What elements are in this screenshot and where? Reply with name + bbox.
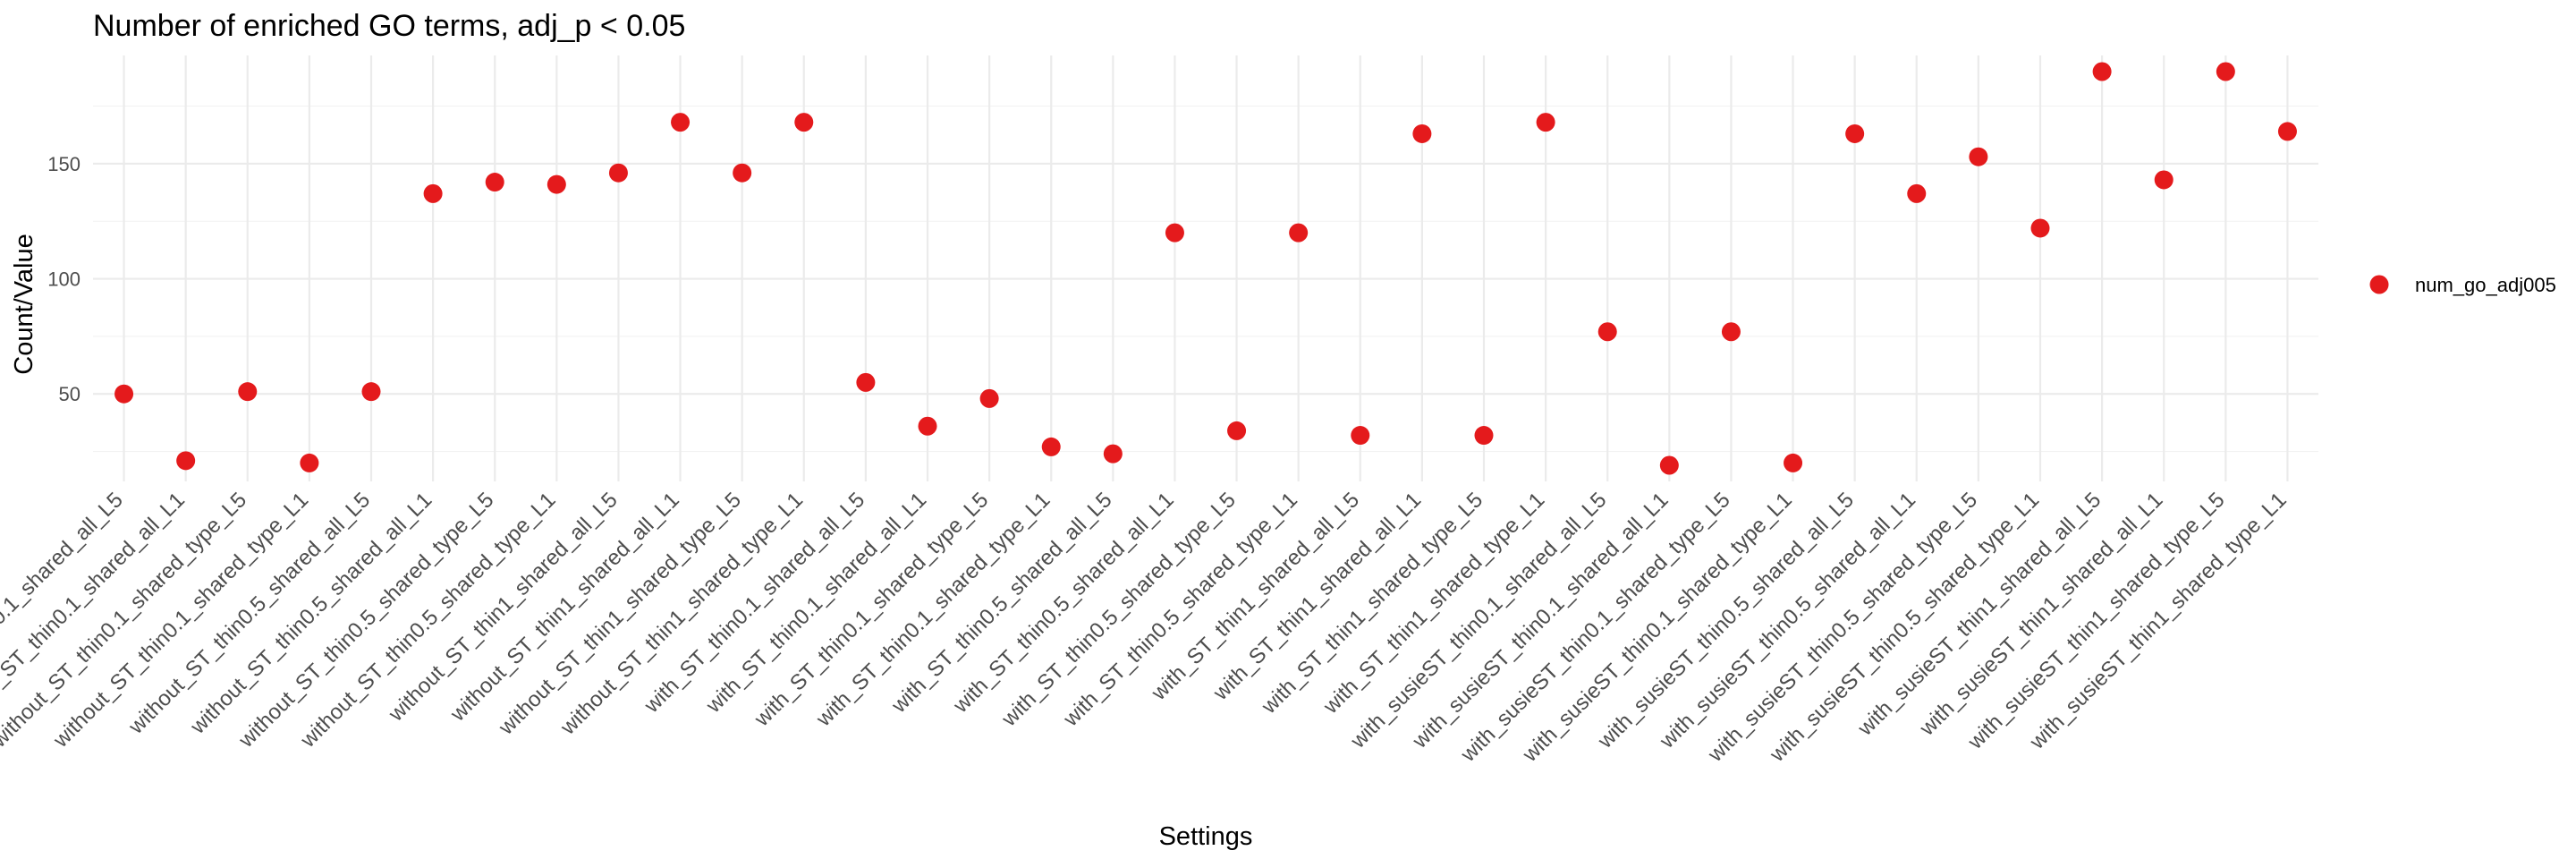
- x-axis-title: Settings: [1159, 822, 1253, 851]
- data-point: [856, 372, 876, 392]
- x-tick-label: with_ST_thin0.1_shared_all_L5: [640, 488, 870, 719]
- legend-key-num_go_adj005: [2369, 275, 2389, 294]
- data-point: [423, 183, 443, 203]
- x-tick-label: with_ST_thin0.1_shared_all_L1: [701, 488, 932, 719]
- x-tick-label: with_ST_thin1_shared_type_L5: [1257, 488, 1488, 719]
- x-axis-ticks: without_ST_thin0.1_shared_all_L5without_…: [0, 488, 2292, 767]
- data-point: [2092, 62, 2112, 81]
- data-point: [1907, 183, 1927, 203]
- data-point: [1474, 426, 1494, 446]
- data-point: [2030, 218, 2050, 238]
- data-point: [1103, 444, 1123, 464]
- data-point: [671, 113, 691, 132]
- data-point: [238, 382, 258, 402]
- data-point: [361, 382, 381, 402]
- data-point: [1845, 123, 1865, 143]
- data-point: [1412, 123, 1432, 143]
- data-point: [2277, 122, 2297, 141]
- y-axis-title: Count/Value: [10, 234, 38, 374]
- grid-lines: [93, 55, 2318, 481]
- x-tick-label: with_ST_thin0.5_shared_all_L5: [886, 488, 1117, 719]
- y-tick-label: 100: [47, 268, 80, 291]
- data-point: [1351, 426, 1370, 446]
- data-point: [2154, 170, 2174, 190]
- legend: num_go_adj005: [2369, 274, 2556, 296]
- legend-label-num_go_adj005: num_go_adj005: [2415, 274, 2556, 296]
- data-point: [1969, 147, 1988, 166]
- data-points: [114, 62, 2297, 475]
- y-tick-label: 150: [47, 153, 80, 175]
- data-point: [176, 451, 196, 471]
- data-point: [979, 388, 999, 408]
- data-point: [608, 163, 628, 183]
- y-axis-ticks: 50 100 150: [47, 153, 80, 405]
- data-point: [1721, 322, 1741, 342]
- data-point: [1041, 437, 1061, 456]
- data-point: [1659, 455, 1679, 475]
- data-point: [1597, 322, 1617, 342]
- data-point: [547, 174, 566, 194]
- data-point: [1165, 223, 1184, 242]
- data-point: [114, 384, 134, 404]
- chart-title: Number of enriched GO terms, adj_p < 0.0…: [93, 9, 685, 43]
- data-point: [733, 163, 752, 183]
- data-point: [1289, 223, 1309, 242]
- data-point: [794, 113, 814, 132]
- data-point: [485, 173, 504, 192]
- data-point: [2216, 62, 2235, 81]
- data-point: [1784, 453, 1803, 472]
- y-tick-label: 50: [59, 383, 80, 405]
- x-tick-label: with_ST_thin0.5_shared_all_L1: [948, 488, 1179, 719]
- data-point: [1227, 421, 1247, 440]
- data-point: [300, 453, 319, 472]
- data-point: [918, 416, 937, 436]
- data-point: [1536, 113, 1555, 132]
- x-tick-label: with_ST_thin1_shared_type_L1: [1318, 488, 1550, 719]
